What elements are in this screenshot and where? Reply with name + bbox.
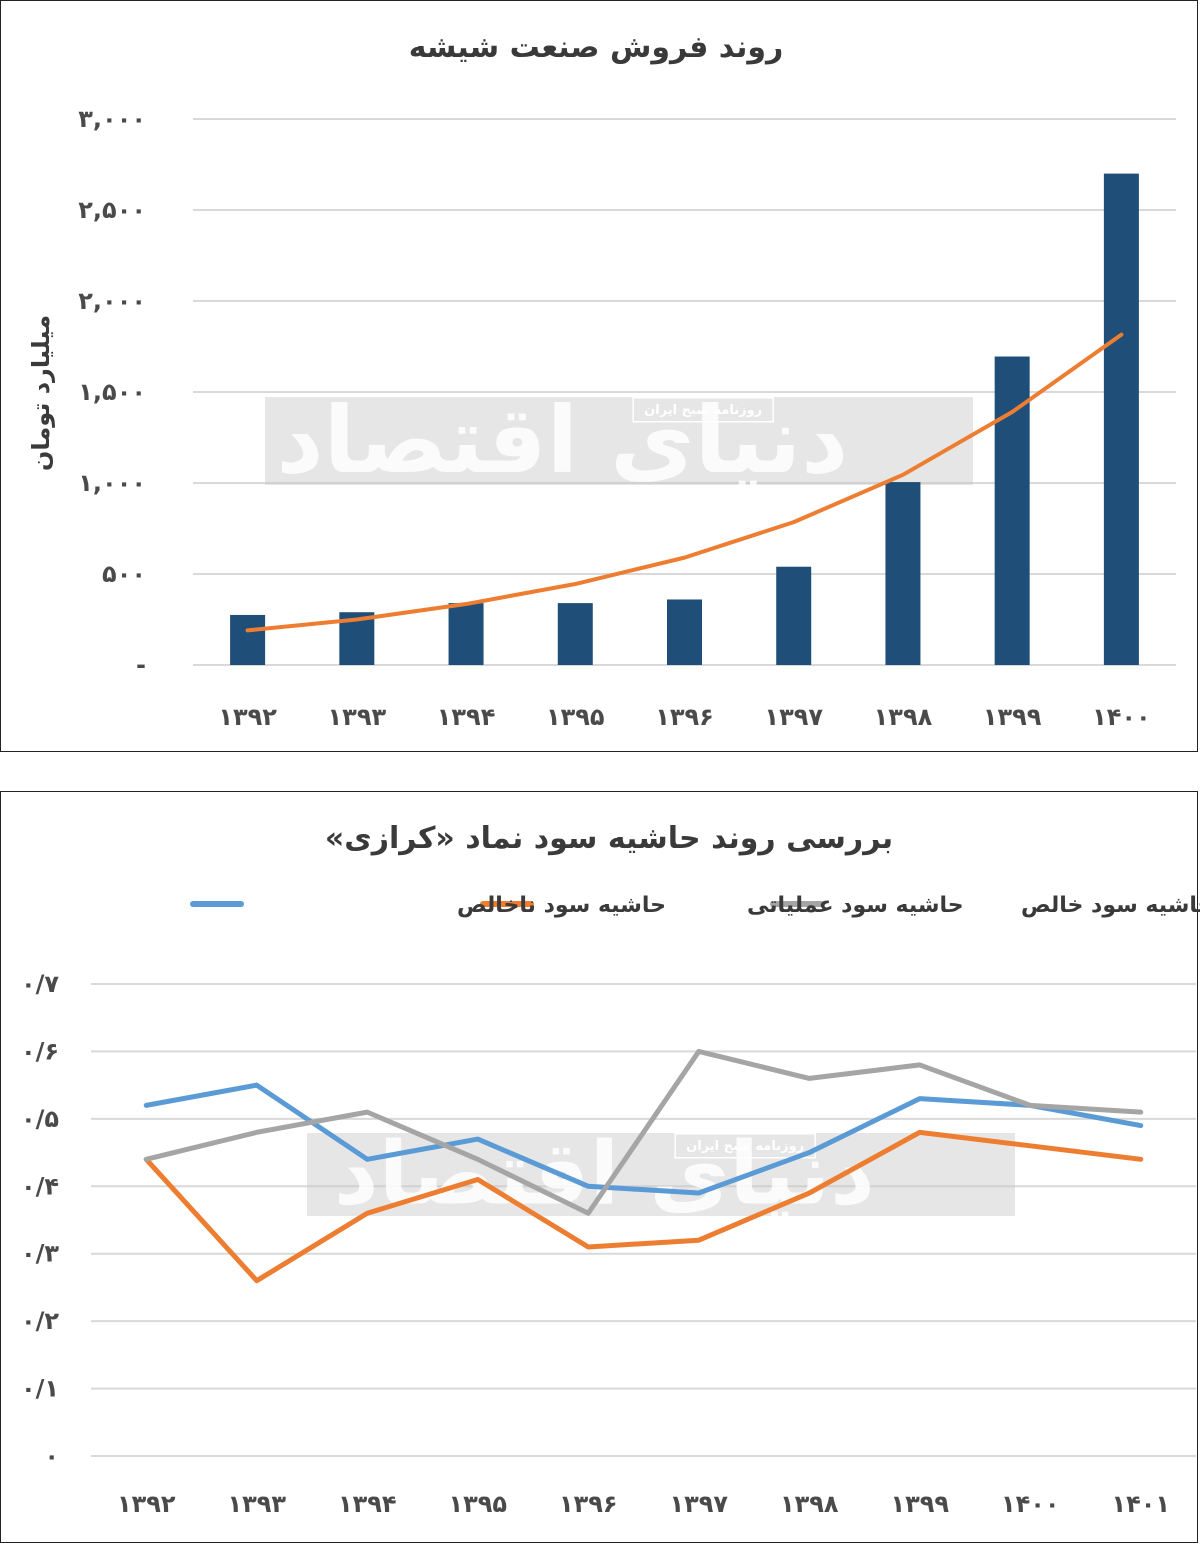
sales-x-tick-label: ۱۳۹۷ xyxy=(764,703,823,731)
margin-x-tick-label: ۱۳۹۹ xyxy=(890,1490,949,1518)
margin-series-line xyxy=(143,1129,1144,1284)
sales-y-tick-labels: - ۵۰۰ ۱,۰۰۰ ۱,۵۰۰ ۲,۰۰۰ ۲,۵۰۰ ۳,۰۰۰ xyxy=(78,105,146,679)
margin-x-tick-label: ۱۳۹۶ xyxy=(559,1490,618,1518)
legend-label: حاشیه سود عملیاتی xyxy=(747,893,964,918)
sales-y-tick-label: ۱,۵۰۰ xyxy=(78,378,146,406)
margin-x-tick-label: ۱۳۹۸ xyxy=(780,1490,839,1518)
sales-trendline-path xyxy=(245,332,1124,633)
sales-x-tick-label: ۱۳۹۹ xyxy=(983,703,1042,731)
sales-bar xyxy=(776,566,812,665)
sales-y-tick-label: ۲,۵۰۰ xyxy=(78,196,146,224)
margin-y-tick-label: ۰/۷ xyxy=(21,970,59,998)
margin-chart-panel: بررسی روند حاشیه سود نماد «کرازی» حاشیه … xyxy=(0,791,1200,1543)
margin-line-chart: بررسی روند حاشیه سود نماد «کرازی» حاشیه … xyxy=(21,821,1200,1518)
watermark-logo-text: دنیای اقتصاد xyxy=(334,1123,875,1225)
margin-y-tick-label: ۰/۴ xyxy=(21,1172,59,1200)
margin-x-tick-label: ۱۳۹۵ xyxy=(448,1490,507,1518)
watermark-band xyxy=(265,397,973,485)
sales-bar xyxy=(667,599,702,665)
margin-y-tick-label: ۰/۲ xyxy=(21,1307,59,1335)
sales-x-tick-label: ۱۳۹۴ xyxy=(437,703,496,731)
margin-x-tick-label: ۱۳۹۲ xyxy=(117,1490,176,1518)
sales-y-tick-label: ۲,۰۰۰ xyxy=(78,287,146,315)
sales-x-tick-label: ۱۳۹۳ xyxy=(328,703,387,731)
sales-chart-panel: روند فروش صنعت شیشه میلیارد تومان دنیای … xyxy=(0,0,1198,752)
sales-bar xyxy=(1103,173,1139,665)
margin-y-tick-label: ۰/۵ xyxy=(21,1105,59,1133)
margin-gridlines xyxy=(91,983,1196,1457)
margin-x-tick-label: ۱۴۰۰ xyxy=(1001,1490,1060,1518)
watermark-subtitle: روزنامه صبح ایران xyxy=(686,1139,804,1154)
sales-bar xyxy=(557,603,593,665)
sales-x-tick-label: ۱۳۹۵ xyxy=(546,703,605,731)
sales-y-tick-label: ۱,۰۰۰ xyxy=(78,469,146,497)
margin-x-tick-label: ۱۴۰۱ xyxy=(1111,1490,1170,1518)
margin-x-tick-labels: ۱۳۹۲ ۱۳۹۳ ۱۳۹۴ ۱۳۹۵ ۱۳۹۶ ۱۳۹۷ ۱۳۹۸ ۱۳۹۹ ۱۴۰۰ ۱۴۰۱ xyxy=(117,1490,1170,1518)
watermark-subtitle: روزنامه صبح ایران xyxy=(644,403,762,418)
margin-series-line xyxy=(143,1048,1144,1216)
margin-y-tick-label: ۰/۱ xyxy=(21,1375,59,1403)
margin-series-lines xyxy=(143,1048,1144,1284)
sales-bar xyxy=(230,614,266,665)
sales-y-tick-label: ۳,۰۰۰ xyxy=(78,105,146,133)
sales-bar-chart: روند فروش صنعت شیشه میلیارد تومان دنیای … xyxy=(27,30,1176,731)
sales-trendline xyxy=(245,332,1124,633)
margin-legend: حاشیه سود خالص حاشیه سود عملیاتی حاشیه سود… xyxy=(190,893,1200,918)
watermark-logo-text: دنیای اقتصاد xyxy=(276,387,848,494)
sales-x-tick-label: ۱۳۹۶ xyxy=(655,703,714,731)
margin-x-tick-label: ۱۳۹۳ xyxy=(227,1490,286,1518)
sales-x-tick-labels: ۱۳۹۲ ۱۳۹۳ ۱۳۹۴ ۱۳۹۵ ۱۳۹۶ ۱۳۹۷ ۱۳۹۸ ۱۳۹۹ ۱۴۰۰ xyxy=(218,703,1150,731)
sales-y-tick-label: ۵۰۰ xyxy=(102,560,146,588)
sales-x-tick-label: ۱۳۹۲ xyxy=(218,703,277,731)
margin-y-tick-label: ۰/۶ xyxy=(21,1037,59,1065)
margin-y-tick-label: ۰/۳ xyxy=(21,1240,59,1268)
legend-label: حاشیه سود خالص xyxy=(1021,893,1200,918)
sales-bar xyxy=(448,603,484,665)
sales-y-axis-label: میلیارد تومان xyxy=(27,315,55,471)
sales-gridlines xyxy=(193,118,1176,666)
sales-bar xyxy=(994,356,1030,665)
margin-x-tick-label: ۱۳۹۴ xyxy=(338,1490,397,1518)
watermark-subtitle-frame xyxy=(632,396,774,423)
sales-chart-title: روند فروش صنعت شیشه xyxy=(409,30,784,65)
margin-chart-title: بررسی روند حاشیه سود نماد «کرازی» xyxy=(325,821,893,856)
sales-x-tick-label: ۱۳۹۸ xyxy=(874,703,933,731)
legend-label: حاشیه سود ناخالص xyxy=(457,893,666,918)
sales-bar xyxy=(885,482,921,665)
sales-x-tick-label: ۱۴۰۰ xyxy=(1092,703,1151,731)
sales-bars xyxy=(230,173,1139,665)
sales-y-tick-label: - xyxy=(136,651,146,679)
margin-x-tick-label: ۱۳۹۷ xyxy=(669,1490,728,1518)
margin-y-tick-labels: ۰ ۰/۱ ۰/۲ ۰/۳ ۰/۴ ۰/۵ ۰/۶ ۰/۷ xyxy=(21,970,59,1470)
watermark-subtitle-frame xyxy=(674,1132,816,1159)
margin-y-tick-label: ۰ xyxy=(44,1442,59,1470)
